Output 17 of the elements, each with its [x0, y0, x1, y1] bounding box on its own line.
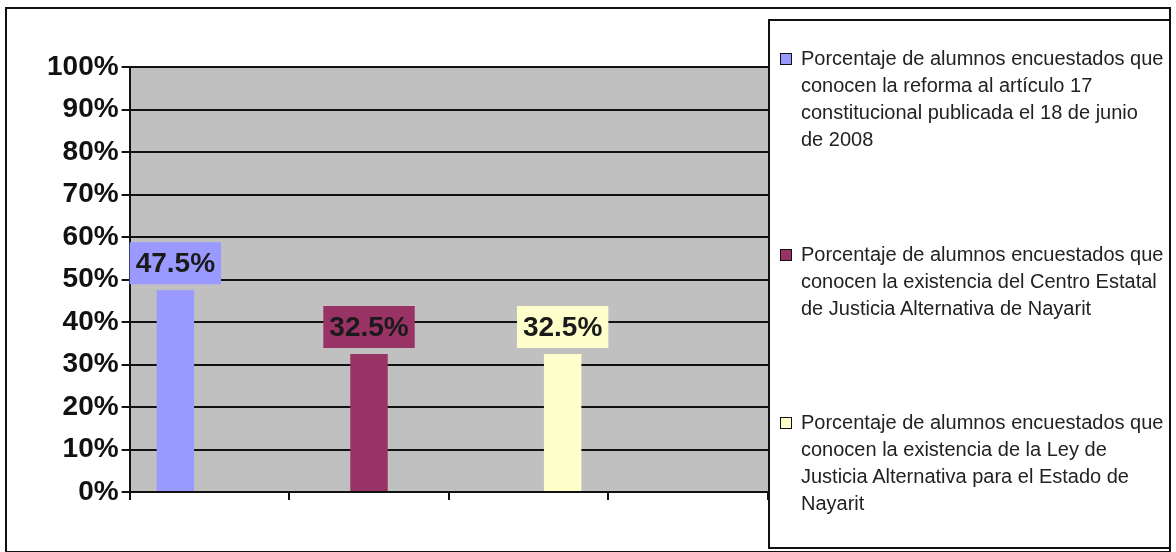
data-label: 47.5%	[135, 246, 216, 278]
legend-label: Porcentaje de alumnos encuestados que conocen la reforma al artículo 17 constitucional publicada el 18 de junio de 2008	[801, 46, 1165, 152]
y-tick-label: 0%	[78, 474, 119, 506]
y-tick-label: 50%	[62, 262, 119, 294]
y-tick-label: 90%	[62, 92, 119, 124]
y-tick-label: 30%	[62, 347, 119, 379]
data-label: 32.5%	[329, 310, 409, 342]
y-tick-label: 40%	[62, 304, 119, 336]
y-tick-label: 100%	[46, 49, 119, 81]
y-tick-label: 80%	[62, 134, 119, 166]
y-tick-label: 10%	[62, 432, 119, 464]
y-tick-label: 60%	[62, 219, 119, 251]
data-label: 32.5%	[522, 310, 603, 342]
legend-label: Porcentaje de alumnos encuestados que conocen la existencia del Centro Estatal de Justicia Alternativa de Nayarit	[801, 241, 1165, 321]
y-tick-label: 70%	[62, 177, 119, 209]
y-tick-label: 20%	[62, 389, 119, 421]
legend-label: Porcentaje de alumnos encuestados que conocen la existencia de la Ley de Justicia Alternativa para el Estado de Nayarit	[801, 410, 1165, 516]
